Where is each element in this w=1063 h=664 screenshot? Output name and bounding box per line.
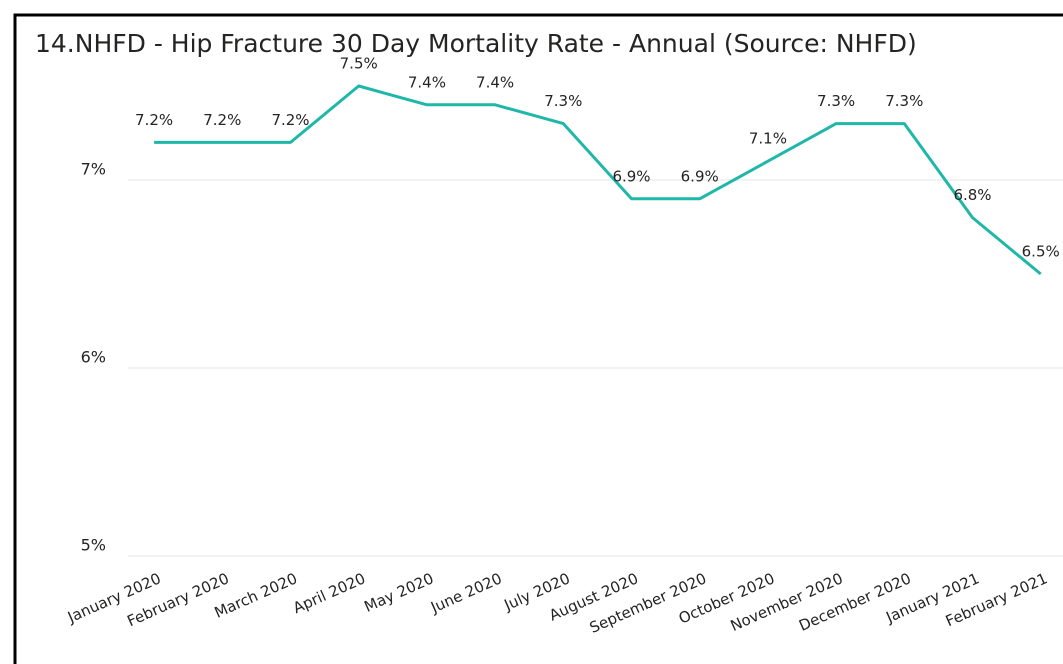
data-label: 7.2%	[271, 111, 309, 129]
data-label: 7.3%	[885, 92, 923, 110]
data-label: 7.3%	[817, 92, 855, 110]
data-label: 7.5%	[340, 55, 378, 73]
data-label: 6.9%	[612, 167, 650, 185]
data-label: 7.3%	[544, 92, 582, 110]
data-label: 7.2%	[203, 111, 241, 129]
data-label: 7.1%	[749, 130, 787, 148]
y-tick-label: 6%	[81, 348, 106, 367]
data-label: 6.8%	[953, 186, 991, 204]
data-label: 7.4%	[408, 73, 446, 91]
series-line	[154, 84, 1042, 276]
data-label: 6.9%	[681, 167, 719, 185]
data-label: 7.4%	[476, 73, 514, 91]
chart-title: 14.NHFD - Hip Fracture 30 Day Mortality …	[35, 29, 917, 58]
y-tick-label: 5%	[81, 536, 106, 555]
data-label: 6.5%	[1022, 243, 1060, 261]
data-label: 7.2%	[135, 111, 173, 129]
y-tick-label: 7%	[81, 160, 106, 179]
